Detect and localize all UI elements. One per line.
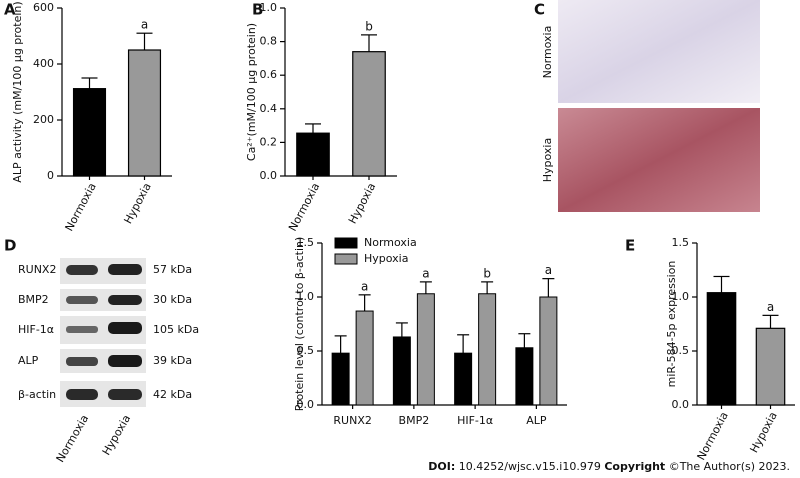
x-tick-label: Normoxia [286,181,322,234]
blot-protein: BMP2 [18,293,49,306]
x-tick-label: Hypoxia [121,181,153,226]
annotation: a [422,266,429,280]
x-tick-label: Hypoxia [346,181,378,226]
y-tick-label: 0.6 [260,68,278,81]
image-label: Hypoxia [541,138,554,182]
bar [539,296,558,406]
doi-label: DOI: [428,460,455,473]
panel-letter: E [625,237,635,255]
legend-label: Normoxia [364,236,417,249]
legend-label: Hypoxia [364,252,408,265]
y-tick-label: 1.0 [297,290,315,303]
blot-size: 57 kDa [153,263,192,276]
bar [355,310,374,406]
bar [454,352,473,406]
blot-protein: HIF-1α [18,323,54,336]
bar [755,327,786,406]
annotation: a [361,279,368,293]
y-tick-label: 1.5 [672,236,690,249]
blot-protein: ALP [18,354,39,367]
panel-letter: D [4,237,16,255]
y-tick-label: 0.8 [260,35,278,48]
y-axis-label: Protein level (control to β-actin) [293,237,306,412]
x-tick-label: ALP [526,414,547,427]
blot-size: 105 kDa [153,323,199,336]
blot-size: 39 kDa [153,354,192,367]
footer: DOI: 10.4252/wjsc.v15.i10.979 Copyright … [428,460,790,473]
panel-letter: B [252,1,263,19]
y-tick-label: 1.0 [672,290,690,303]
y-tick-label: 0.5 [297,344,315,357]
annotation: b [483,266,491,280]
bar [392,336,411,406]
legend-swatch [334,237,358,249]
bar [416,293,435,406]
copyright-label: Copyright [604,460,665,473]
image-label: Normoxia [541,26,554,79]
blot-size: 42 kDa [153,388,192,401]
x-tick-label: RUNX2 [333,414,371,427]
x-tick-label: Normoxia [695,410,731,463]
bar [331,352,350,406]
x-tick-label: BMP2 [399,414,430,427]
bar [478,293,497,406]
bar [296,132,330,177]
y-tick-label: 0.5 [672,344,690,357]
bar [72,88,107,177]
x-tick-label: HIF-1α [457,414,493,427]
y-tick-label: 0.0 [297,398,315,411]
y-tick-label: 0.0 [672,398,690,411]
y-tick-label: 200 [33,113,54,126]
y-axis-label: ALP activity (mM/100 μg protein) [11,1,24,182]
blot-lane: Hypoxia [100,413,133,458]
y-axis-label: Ca²⁺(mM/100 μg protein) [245,23,258,161]
copyright: ©The Author(s) 2023. [669,460,790,473]
x-tick-label: Hypoxia [747,410,779,455]
y-tick-label: 0.0 [260,169,278,182]
annotation: b [365,19,373,33]
y-tick-label: 600 [33,1,54,14]
y-tick-label: 0 [47,169,54,182]
bar [127,49,162,177]
x-tick-label: Normoxia [63,181,99,234]
annotation: a [767,300,774,314]
annotation: a [545,263,552,277]
panel-letter: A [4,1,16,19]
legend-swatch [334,253,358,265]
y-tick-label: 1.0 [260,1,278,14]
y-tick-label: 400 [33,57,54,70]
doi: 10.4252/wjsc.v15.i10.979 [459,460,601,473]
y-axis-label: miR-584-5p expression [665,261,678,388]
blot-bands [60,258,146,407]
bar [515,347,534,406]
y-tick-label: 1.5 [297,236,315,249]
micrograph-normoxia [558,0,760,103]
y-tick-label: 0.4 [260,102,278,115]
annotation: a [141,18,148,32]
bar [706,292,737,406]
blot-protein: β-actin [18,388,56,401]
blot-protein: RUNX2 [18,263,56,276]
bar [352,51,386,177]
blot-size: 30 kDa [153,293,192,306]
panel-letter: C [534,1,545,19]
micrograph-hypoxia [558,108,760,212]
y-tick-label: 0.2 [260,135,278,148]
blot-lane: Normoxia [54,413,92,465]
